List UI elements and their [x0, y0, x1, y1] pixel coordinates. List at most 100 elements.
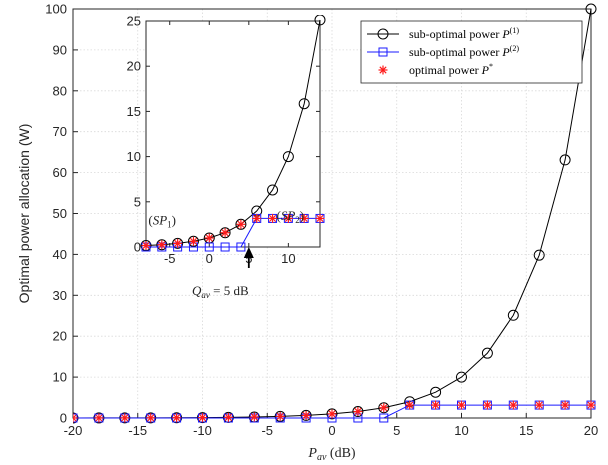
inset-x-tick-label: -5 [164, 251, 176, 266]
y-tick-label: 100 [45, 2, 67, 17]
legend-label-superscript: * [489, 62, 493, 71]
inset-marker-pstar [173, 238, 183, 248]
y-tick-label: 60 [53, 165, 67, 180]
inset-marker-p1 [156, 239, 168, 251]
main-marker-pstar [172, 413, 182, 423]
main-marker-p1 [481, 347, 493, 359]
legend-item-p2: sub-optimal power P(2) [367, 44, 519, 59]
inset-marker-p1 [314, 15, 326, 26]
main-marker-pstar-stroke [561, 401, 569, 409]
legend-label: sub-optimal power P(1) [409, 26, 519, 41]
legend-label-text: sub-optimal power [409, 45, 502, 59]
legend-label-superscript: (1) [510, 26, 520, 35]
main-marker-pstar-stroke [587, 401, 595, 409]
annotation-sp1-open: ( [148, 212, 152, 227]
main-marker-pstar [379, 403, 389, 413]
main-marker-p1 [326, 408, 338, 420]
main-marker-pstar [120, 413, 130, 423]
main-marker-pstar-stroke [509, 401, 517, 409]
main-marker-pstar-stroke [328, 410, 336, 418]
y-tick-label: 40 [53, 247, 67, 262]
main-marker-pstar [223, 412, 233, 422]
main-marker-pstar [94, 413, 104, 423]
inset-marker-pstar-stroke [268, 214, 277, 223]
main-marker-p1 [507, 309, 519, 321]
qav-label: Qav = 5 dB [192, 283, 249, 300]
qav-subscript: av [201, 290, 210, 300]
x-axis-label-subscript: av [317, 452, 327, 463]
x-axis-label-symbol: P [307, 446, 317, 461]
inset-marker-p1 [235, 218, 247, 230]
inset-marker-pstar-stroke [205, 234, 213, 242]
annotation-sp1-subscript: 1 [167, 219, 172, 229]
inset-marker-pstar-stroke [300, 214, 308, 223]
legend-label-text: sub-optimal power [409, 27, 502, 41]
inset-marker-pstar [299, 213, 309, 223]
inset-marker-pstar-stroke [253, 214, 261, 223]
inset-marker-pstar-stroke [189, 237, 198, 245]
inset-marker-p1 [187, 235, 199, 247]
legend-label-symbol: P [501, 27, 510, 41]
inset-marker-pstar-stroke [174, 239, 182, 247]
legend-item-p1: sub-optimal power P(1) [367, 26, 519, 41]
main-marker-pstar [353, 407, 363, 417]
legend-marker [378, 47, 388, 57]
x-tick-label: 10 [454, 423, 468, 438]
inset-marker-p1 [267, 184, 279, 196]
y-tick-label: 80 [53, 83, 67, 98]
inset-marker-pstar-stroke [237, 220, 245, 228]
main-marker-pstar [534, 400, 544, 410]
legend-item-pstar: optimal power P* [378, 62, 493, 77]
main-marker-pstar [73, 413, 78, 423]
y-tick-label: 20 [53, 329, 67, 344]
main-data [73, 3, 597, 424]
main-marker-pstar-stroke [121, 414, 129, 422]
main-marker-pstar [301, 410, 311, 420]
main-marker-p2 [379, 413, 389, 423]
y-tick-label: 10 [53, 370, 67, 385]
main-marker-p1 [378, 402, 390, 414]
inset-y-tick-label: 25 [127, 14, 141, 29]
annotation-sp1-symbol: SP [153, 212, 168, 227]
y-tick-label: 30 [53, 288, 67, 303]
inset-marker-pstar-stroke [316, 214, 324, 223]
qav-symbol: Q [192, 283, 202, 298]
inset-marker-pstar [188, 236, 198, 246]
inset-marker-p1 [219, 227, 231, 239]
legend-label: sub-optimal power P(2) [409, 44, 519, 59]
inset-marker-pstar-stroke [142, 241, 150, 250]
main-marker-pstar-stroke [276, 412, 284, 420]
inset-marker-pstar [141, 241, 151, 251]
qav-value: = 5 dB [210, 283, 249, 298]
inset-marker-pstar [204, 233, 214, 243]
annotation-sp1-close: ) [172, 212, 176, 227]
legend: sub-optimal power P(1)sub-optimal power … [360, 20, 583, 84]
y-tick-label: 70 [53, 124, 67, 139]
main-marker-pstar-stroke [172, 414, 181, 422]
main-marker-pstar-stroke [95, 414, 103, 422]
inset-marker-p2 [204, 242, 214, 252]
main-marker-p1 [559, 154, 571, 166]
inset-series-pstar [141, 213, 325, 251]
main-marker-pstar-stroke [250, 413, 258, 421]
inset-marker-pstar [220, 228, 230, 238]
main-marker-p1 [274, 410, 286, 422]
inset-x-tick-label: 10 [281, 251, 295, 266]
inset-y-tick-label: 10 [127, 149, 141, 164]
main-marker-pstar-stroke [535, 401, 543, 409]
main-marker-pstar [249, 412, 259, 422]
main-marker-pstar [431, 400, 441, 410]
inset-marker-pstar [268, 213, 278, 223]
y-tick-label: 50 [53, 206, 67, 221]
inset-y-tick-label: 15 [127, 104, 141, 119]
inset-marker-pstar-stroke [284, 214, 292, 223]
legend-label-text: optimal power [409, 63, 482, 77]
main-marker-pstar-stroke [457, 401, 466, 409]
y-tick-label: 90 [53, 42, 67, 57]
x-tick-label: 15 [519, 423, 533, 438]
main-marker-p1 [456, 371, 467, 383]
annotation-sp2-close: ) [300, 208, 304, 223]
main-marker-pstar [508, 400, 518, 410]
inset-marker-pstar [283, 213, 293, 223]
